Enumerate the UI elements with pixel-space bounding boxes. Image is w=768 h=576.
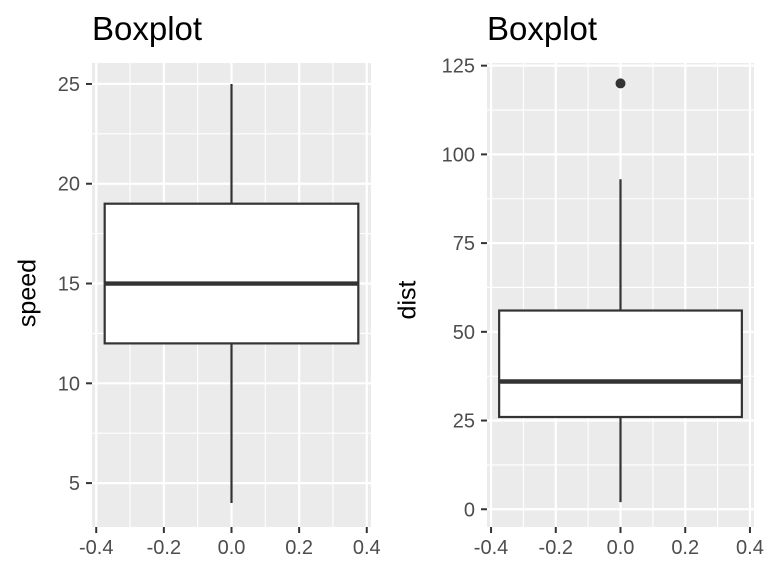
x-tick-label: 0.4 (353, 537, 381, 559)
y-tick-label: 125 (442, 56, 475, 78)
outlier-point (615, 78, 626, 89)
x-tick-label: -0.2 (147, 537, 181, 559)
x-tick-label: -0.4 (474, 537, 508, 559)
y-tick-label: 20 (58, 174, 80, 196)
x-tick-label: 0.0 (218, 537, 246, 559)
y-tick-label: 25 (453, 411, 475, 433)
box (498, 309, 743, 419)
plot-title: Boxplot (487, 10, 598, 47)
y-tick-label: 25 (58, 74, 80, 96)
plot-canvas-speed: 5 10 15 20 25 -0.4 -0.2 0.0 0.2 0.4 (58, 63, 381, 559)
box (103, 202, 360, 345)
y-tick-label: 0 (464, 499, 475, 521)
y-tick-label: 50 (453, 322, 475, 344)
y-tick-label: 75 (453, 233, 475, 255)
y-tick-label: 100 (442, 144, 475, 166)
x-tick-label: -0.4 (79, 537, 113, 559)
x-tick-label: 0.2 (285, 537, 313, 559)
plot-title: Boxplot (92, 10, 203, 47)
y-tick-label: 5 (69, 473, 80, 495)
boxplot-dist: Boxplot dist 0 25 50 75 100 125 -0.4 -0.2 0.0 0.2… (384, 0, 768, 576)
y-tick-label: 10 (58, 373, 80, 395)
x-tick-label: 0.4 (736, 537, 764, 559)
boxplot-speed: Boxplot speed 5 10 15 20 25 -0.4 -0.2 0.0 0.2 0.4 (14, 10, 381, 559)
plot-canvas-dist: 0 25 50 75 100 125 -0.4 -0.2 0.0 0.2 0.4 (442, 56, 764, 559)
x-tick-label: -0.2 (539, 537, 573, 559)
x-tick-label: 0.0 (607, 537, 635, 559)
x-tick-label: 0.2 (671, 537, 699, 559)
y-tick-label: 15 (58, 274, 80, 296)
